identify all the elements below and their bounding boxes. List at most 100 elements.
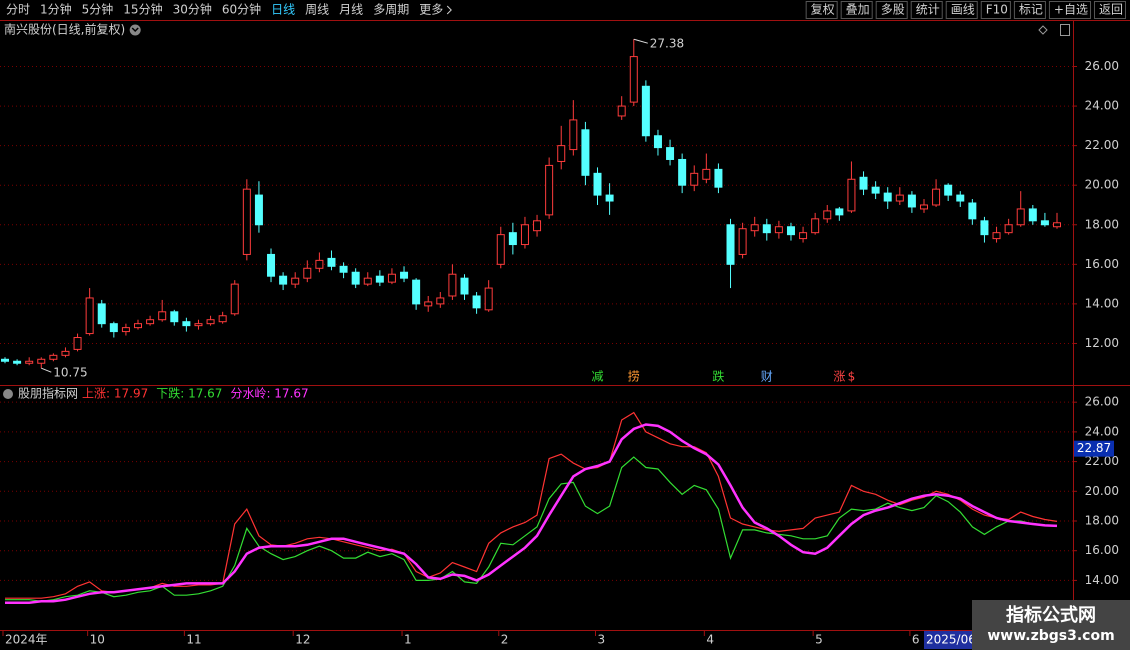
main-title: 南兴股份(日线,前复权) (4, 22, 125, 37)
toolbar-tab[interactable]: 多周期 (373, 3, 409, 17)
candle-body (436, 297, 445, 305)
toolbar-tab[interactable]: 周线 (305, 3, 329, 17)
legend-entry: 下跌: 17.67 (156, 386, 222, 401)
x-label: 10 (90, 633, 105, 647)
diamond-icon[interactable] (1038, 25, 1048, 35)
y-tick-label: 14.00 (1085, 296, 1119, 310)
toolbar-button-frame (805, 1, 838, 19)
toolbar-button-frame (840, 1, 873, 19)
candle-body (956, 194, 965, 202)
candle-body (702, 168, 711, 180)
x-label: 4 (706, 633, 714, 647)
toolbar-tab[interactable]: 15分钟 (123, 2, 162, 17)
candle-body (569, 119, 578, 151)
candle-body (1016, 208, 1025, 226)
candle-body (97, 303, 106, 325)
candle-body (992, 232, 1001, 240)
toolbar-button[interactable]: 画线 (951, 3, 975, 17)
candle-body (629, 56, 638, 103)
candle-body (279, 275, 288, 285)
y-tick-label: 16.00 (1085, 257, 1119, 271)
toolbar-tab[interactable]: 1分钟 (40, 2, 72, 17)
candle-body (605, 194, 614, 202)
candle-body (339, 265, 348, 273)
candle-body (811, 218, 820, 234)
panel-icon[interactable] (1060, 24, 1070, 36)
signal-label: 涨 (833, 369, 845, 384)
indicator-icon[interactable] (3, 389, 13, 399)
toolbar-button[interactable]: 统计 (916, 3, 940, 17)
toolbar-button[interactable]: F10 (986, 3, 1008, 17)
candle-body (871, 186, 880, 194)
candle-body (774, 226, 783, 234)
candle-body (496, 234, 505, 265)
dropdown-chevron (131, 27, 139, 33)
candle-body (460, 277, 469, 295)
candle-body (375, 275, 384, 283)
candle-body (980, 220, 989, 236)
watermark: 指标公式网 www.zbgs3.com (972, 600, 1130, 650)
candle-body (37, 358, 46, 364)
candle-body (508, 232, 517, 246)
candle-body (387, 273, 396, 283)
toolbar-button[interactable]: 叠加 (846, 3, 870, 17)
indicator-title: 股朋指标网 (18, 386, 78, 401)
candle-body (351, 271, 360, 285)
cursor-value: 22.87 (1077, 441, 1111, 455)
candle-body (73, 337, 82, 350)
candle-body (1028, 208, 1037, 222)
y-tick-label: 12.00 (1085, 336, 1119, 350)
candle-body (557, 145, 566, 162)
y-tick-label: 24.00 (1085, 99, 1119, 113)
toolbar-button-frame (1093, 1, 1126, 19)
toolbar-button[interactable]: 返回 (1099, 3, 1123, 17)
legend-entry: 上涨: 17.97 (82, 386, 148, 401)
candle-body (520, 224, 529, 246)
candle-body (412, 279, 421, 305)
toolbar-tab[interactable]: 60分钟 (222, 2, 261, 17)
candle-body (400, 271, 409, 279)
toolbar-tab[interactable]: 月线 (339, 3, 363, 17)
candle-body (484, 287, 493, 311)
candle-body (327, 257, 336, 267)
candle-body (448, 273, 457, 297)
toolbar-tab[interactable]: 日线 (271, 3, 295, 17)
x-label: 3 (598, 633, 606, 647)
toolbar-tab[interactable]: 5分钟 (82, 2, 114, 17)
legend-entry: 分水岭: 17.67 (230, 387, 308, 401)
x-label: 1 (404, 633, 412, 647)
x-label: 5 (815, 633, 823, 647)
candle-body (267, 253, 276, 277)
candle-body (206, 319, 215, 325)
toolbar-button[interactable]: 标记 (1019, 3, 1043, 17)
candle-body (786, 226, 795, 236)
candle-body (1004, 224, 1013, 234)
signal-label: 跌 (712, 369, 724, 384)
candle-body (13, 360, 22, 364)
y-tick-label: 22.00 (1085, 454, 1119, 468)
candle-body (762, 224, 771, 234)
candle-body (1, 358, 9, 362)
candle-body (617, 105, 626, 117)
candle-body (799, 232, 808, 240)
toolbar-button-frame (980, 1, 1011, 19)
y-tick-label: 22.00 (1085, 138, 1119, 152)
toolbar-tab[interactable]: 更多 (419, 3, 443, 17)
toolbar-tab[interactable]: 分时 (6, 3, 30, 17)
candle-body (61, 350, 70, 356)
toolbar-button[interactable]: 多股 (881, 3, 905, 17)
toolbar-button[interactable]: 复权 (811, 3, 835, 17)
y-tick-label: 26.00 (1085, 59, 1119, 73)
candle-body (49, 354, 58, 360)
y-tick-label: 18.00 (1085, 217, 1119, 231)
toolbar-tab[interactable]: 30分钟 (173, 2, 212, 17)
toolbar-button[interactable]: +自选 (1054, 3, 1088, 17)
watermark-title: 指标公式网 (1006, 604, 1096, 626)
toolbar-button-frame (945, 1, 978, 19)
signal-label: 财 (761, 370, 773, 384)
max-label: 27.38 (650, 37, 684, 51)
x-label: 6 (912, 633, 920, 647)
signal-label: 减 (591, 370, 603, 384)
